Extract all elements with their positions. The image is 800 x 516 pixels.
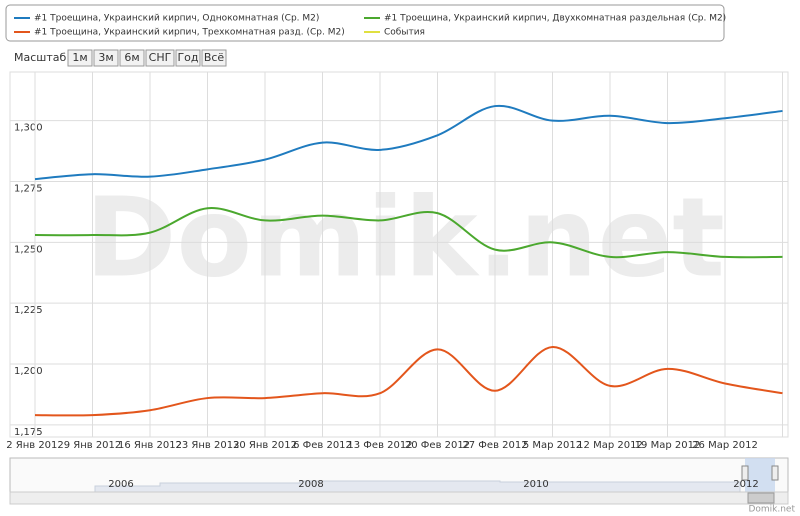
x-tick-label: 26 Мар 2012: [692, 440, 758, 451]
watermark: Domik.net: [85, 173, 725, 301]
x-tick-label: 27 Фев 2012: [462, 440, 527, 451]
x-tick-label: 12 Мар 2012: [577, 440, 643, 451]
series-line: [34, 104, 783, 181]
range-button[interactable]: [93, 49, 119, 67]
x-tick-label: 13 Фев 2012: [347, 440, 412, 451]
range-button[interactable]: [67, 49, 93, 67]
legend-label[interactable]: #1 Троещина, Украинский кирпич, Трехкомн…: [34, 28, 345, 38]
legend-label[interactable]: #1 Троещина, Украинский кирпич, Однокомн…: [34, 14, 319, 24]
x-tick-label: 30 Янв 2012: [233, 440, 297, 451]
range-button-label[interactable]: 1м: [72, 51, 87, 64]
y-tick-label: 1,250: [14, 244, 43, 255]
navigator-label: 2012: [733, 479, 758, 490]
y-tick-label: 1,275: [14, 184, 43, 195]
range-button[interactable]: [201, 49, 227, 67]
x-tick-label: 16 Янв 2012: [118, 440, 182, 451]
x-tick-label: 19 Мар 2012: [635, 440, 701, 451]
navigator-handle[interactable]: [771, 465, 779, 481]
plot-area: [9, 71, 789, 438]
range-button[interactable]: [175, 49, 201, 67]
y-tick-label: 1,300: [14, 123, 43, 134]
range-button-label[interactable]: СНГ: [149, 51, 172, 64]
range-button[interactable]: [119, 49, 145, 67]
scrollbar[interactable]: [9, 491, 789, 505]
credits: Domik.net: [748, 505, 795, 515]
y-tick-label: 1,175: [14, 427, 43, 438]
navigator-label: 2010: [523, 479, 548, 490]
y-tick-label: 1,225: [14, 305, 43, 316]
range-button-label[interactable]: 3м: [98, 51, 113, 64]
navigator-label: 2006: [108, 479, 133, 490]
legend-label[interactable]: События: [384, 28, 425, 38]
range-button-label[interactable]: Всё: [204, 51, 225, 64]
x-tick-label: 23 Янв 2012: [176, 440, 240, 451]
legend-label[interactable]: #1 Троещина, Украинский кирпич, Двухкомн…: [384, 14, 726, 24]
range-button[interactable]: [145, 49, 175, 67]
x-tick-label: 6 Фев 2012: [293, 440, 352, 451]
navigator-series: [94, 480, 741, 493]
range-button-label[interactable]: Год: [177, 51, 198, 64]
navigator-window[interactable]: [745, 458, 775, 492]
x-tick-label: 20 Фев 2012: [405, 440, 470, 451]
series-line: [34, 345, 783, 417]
range-button-label[interactable]: 6м: [124, 51, 139, 64]
legend-box: [5, 4, 725, 42]
y-tick-label: 1,200: [14, 366, 43, 377]
x-tick-label: 9 Янв 2012: [64, 440, 122, 451]
range-label: Масштаб: [14, 51, 66, 64]
x-tick-label: 2 Янв 2012: [6, 440, 64, 451]
scrollbar-thumb[interactable]: [747, 492, 775, 504]
series-line: [34, 207, 783, 259]
x-tick-label: 5 Мар 2012: [523, 440, 582, 451]
navigator-handle[interactable]: [741, 465, 749, 481]
navigator-label: 2008: [298, 479, 323, 490]
